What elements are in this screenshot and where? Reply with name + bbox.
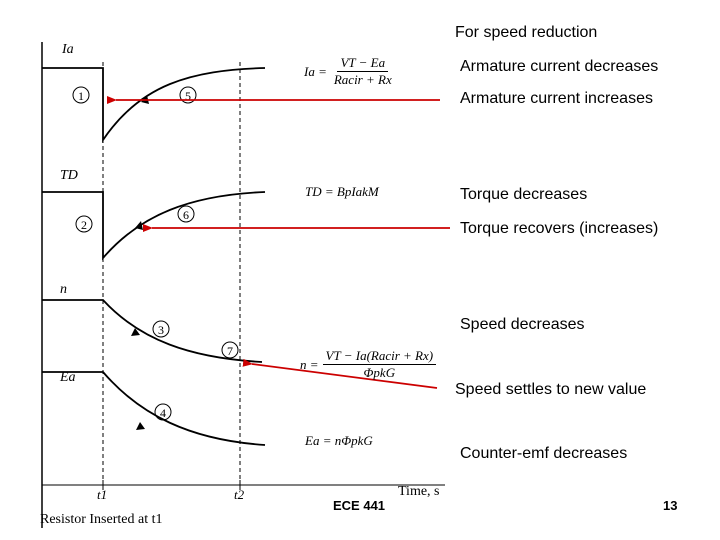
heading: For speed reduction <box>455 24 598 41</box>
armature-current-curve <box>42 67 266 143</box>
axis-label-td: TD <box>60 168 78 183</box>
equation-td: TD = BpIakM <box>305 184 379 199</box>
svg-text:2: 2 <box>81 218 87 232</box>
figure-caption: Resistor Inserted at t1 <box>40 512 163 527</box>
annotation-speed-decreases: Speed decreases <box>460 316 585 333</box>
marker-4: 4 <box>154 403 172 421</box>
annotation-speed-settles: Speed settles to new value <box>455 381 647 398</box>
tick-label-t2: t2 <box>234 487 245 502</box>
arrow-speed-settles <box>242 358 438 389</box>
annotation-armature-decreases: Armature current decreases <box>460 58 659 75</box>
footer-page-number: 13 <box>663 498 678 513</box>
svg-text:7: 7 <box>227 344 233 358</box>
annotation-emf-decreases: Counter-emf decreases <box>460 445 628 462</box>
annotation-torque-recovers: Torque recovers (increases) <box>460 220 659 237</box>
annotation-torque-decreases: Torque decreases <box>460 186 588 203</box>
marker-7: 7 <box>221 341 239 359</box>
svg-text:5: 5 <box>185 89 191 103</box>
axis-label-n: n <box>60 282 67 297</box>
marker-1: 1 <box>72 86 90 104</box>
marker-6: 6 <box>177 205 195 223</box>
marker-2: 2 <box>75 215 93 233</box>
time-axis-label: Time, s <box>398 484 440 499</box>
svg-text:3: 3 <box>158 323 164 337</box>
marker-5: 5 <box>179 86 197 104</box>
tick-label-t1: t1 <box>97 487 108 502</box>
axis-label-ia: Ia <box>62 42 74 57</box>
equation-ea: Ea = nΦpkG <box>305 433 373 448</box>
footer-course: ECE 441 <box>333 498 386 513</box>
svg-text:4: 4 <box>160 406 166 420</box>
equation-ia: Ia = VT − Ea Racir + Rx <box>304 55 392 87</box>
svg-text:1: 1 <box>78 89 84 103</box>
annotation-armature-increases: Armature current increases <box>460 90 653 107</box>
torque-curve <box>42 191 266 261</box>
svg-text:6: 6 <box>183 208 189 222</box>
axis-label-ea: Ea <box>60 370 76 385</box>
speed-curve <box>42 299 263 363</box>
marker-3: 3 <box>152 320 170 338</box>
equation-n: n = VT − Ia(Racir + Rx) ΦpkG <box>300 348 437 381</box>
